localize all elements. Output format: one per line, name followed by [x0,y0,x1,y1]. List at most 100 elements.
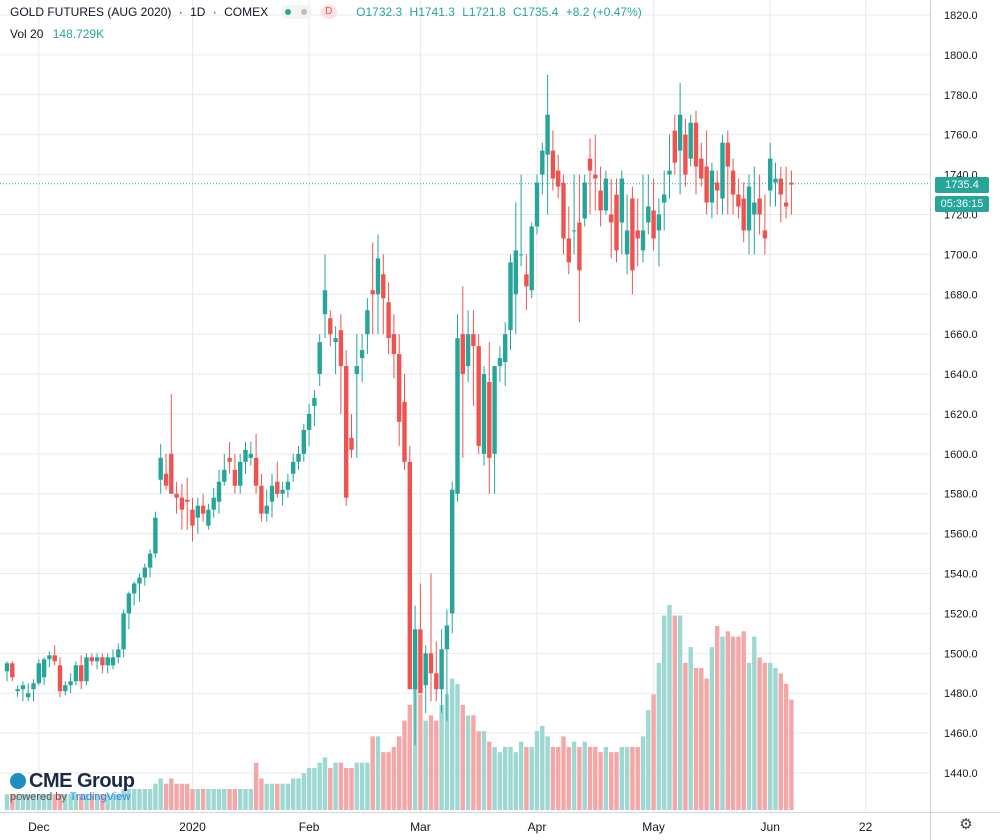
time-tick-label: Feb [299,820,320,834]
volume-bar [41,794,47,810]
volume-bar [407,704,412,810]
candle-body [47,655,52,660]
volume-bar [163,783,169,810]
price-tick-label: 1480.0 [944,688,978,700]
candle-body [725,142,730,167]
candle [757,174,762,235]
volume-bar [275,783,280,810]
volume-bar [508,746,513,810]
candle-body [683,134,688,175]
candle [503,322,508,387]
volume-bar [386,752,391,810]
candle-body [783,202,789,207]
candle-body [513,250,518,295]
volume-bar [768,662,773,810]
volume-bar [651,694,656,810]
candle-body [57,665,63,692]
candle-body [227,457,232,462]
candle [582,174,587,227]
candle-body [359,350,365,359]
candle [412,605,418,746]
interval-label[interactable]: 1D [190,4,206,19]
d-badge[interactable]: D [320,4,337,19]
volume-bar [216,788,222,810]
candle [773,162,778,207]
candle [269,473,275,518]
candle-body [460,334,465,375]
candle-body [503,334,508,363]
candle [79,655,84,690]
candle-body [540,150,545,175]
volume-bar [105,794,110,810]
volume-bar [200,788,206,810]
candle-body [635,230,640,239]
candle [492,366,497,494]
candle [789,170,794,215]
volume-bar [238,788,243,810]
volume-bars [4,605,794,810]
volume-bar [354,762,359,810]
candle [57,657,63,698]
candle [100,653,105,674]
candle [68,673,73,694]
time-tick-label: Jun [761,820,780,834]
candle-body [137,577,142,584]
volume-bar [322,757,328,810]
time-axis[interactable]: Dec 2020 Feb Mar Apr May Jun 22 [28,820,872,834]
volume-bar [116,794,121,810]
candle [275,461,280,498]
candle-body [163,473,169,486]
candle [110,649,116,670]
volume-bar [206,788,211,810]
volume-label[interactable]: Vol 20 [10,27,44,41]
volume-bar [683,662,688,810]
cme-logo[interactable]: CME Group powered by TradingView [10,770,135,803]
visibility-toggle[interactable] [281,4,312,19]
candle-body [52,655,57,662]
candle [322,254,328,339]
volume-bar [439,704,444,810]
candle-body [84,657,89,682]
globe-icon [10,773,26,789]
candle [487,342,492,494]
candle-body [190,509,195,526]
tradingview-link[interactable]: TradingView [69,791,131,803]
candle-body [301,429,306,454]
candle [264,489,269,522]
volume-bar [296,778,301,810]
symbol-title[interactable]: GOLD FUTURES (AUG 2020) [10,4,172,19]
volume-bar [752,636,757,810]
candle [529,222,534,299]
candle [185,477,190,530]
volume-bar [614,752,619,810]
price-axis[interactable]: 1440.0 1460.0 1480.0 1500.0 1520.0 1540.0 1560… [944,10,978,780]
gear-icon[interactable]: ⚙ [959,816,973,833]
price-tick-label: 1700.0 [944,249,978,261]
volume-bar [397,736,402,810]
candle-body [407,461,412,690]
candle-body [100,657,105,666]
current-price-tag: 1735.4 [935,177,989,193]
volume-bar [741,631,746,810]
candle [508,254,513,351]
volume-bar [280,783,285,810]
candle-body [471,334,476,347]
candle [725,130,730,215]
candle [699,142,704,187]
candle-body [354,366,359,375]
price-tick-label: 1660.0 [944,329,978,341]
candle-body [450,489,455,614]
candle [450,481,455,634]
candle-body [730,170,736,195]
candle-body [550,150,556,179]
candle [243,441,248,474]
candle-body [651,210,656,239]
volume-bar [434,720,439,810]
candle [296,445,301,470]
volume-bar [222,788,227,810]
volume-bar [762,662,768,810]
candle [746,174,752,255]
volume-bar [635,746,640,810]
candle-body [275,481,280,494]
